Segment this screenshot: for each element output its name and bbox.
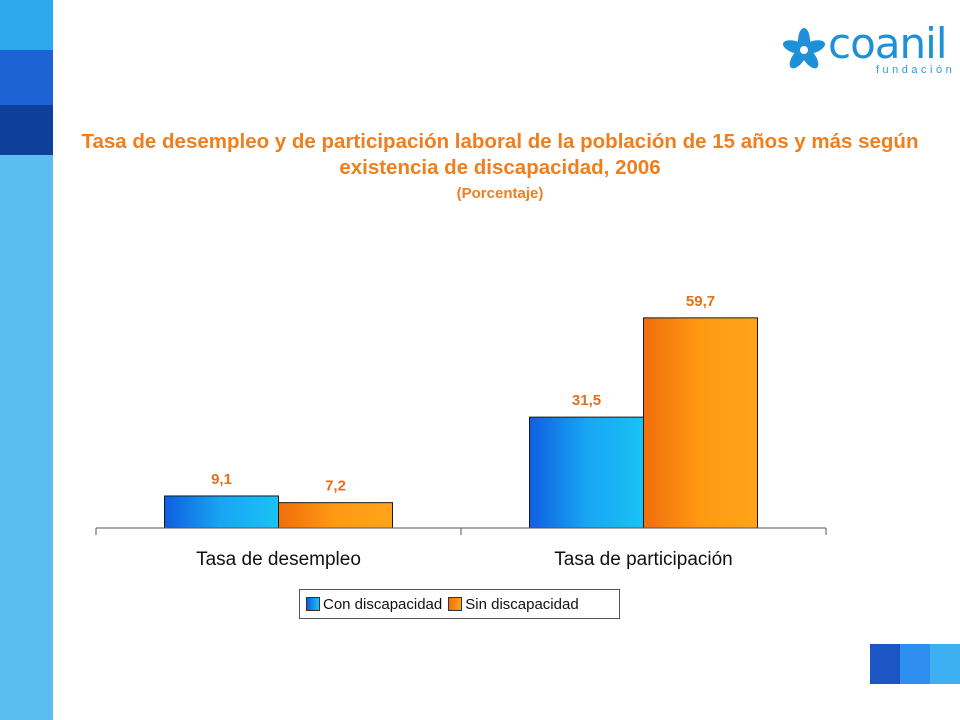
legend-label: Sin discapacidad xyxy=(465,595,579,613)
flower-logo-icon xyxy=(782,28,826,69)
logo-wordmark: coanil xyxy=(828,19,947,68)
bar xyxy=(278,502,393,529)
data-label: 9,1 xyxy=(211,471,232,488)
left-decor-block xyxy=(0,0,53,50)
corner-decor-square xyxy=(870,644,900,684)
category-label: Tasa de participación xyxy=(554,549,733,570)
bar xyxy=(529,416,644,529)
legend-item: Con discapacidad xyxy=(306,596,442,613)
corner-decor-square xyxy=(930,644,960,684)
chart-subtitle: (Porcentaje) xyxy=(456,185,544,202)
data-label: 7,2 xyxy=(325,478,346,495)
bar xyxy=(643,317,758,529)
bar xyxy=(164,495,279,529)
legend-swatch-blue xyxy=(306,597,320,611)
left-decor-block xyxy=(0,50,53,105)
left-decor-block xyxy=(0,105,53,155)
chart-legend: Con discapacidad Sin discapacidad xyxy=(299,589,620,619)
coanil-logo: coanil fundación xyxy=(780,18,952,78)
data-label: 59,7 xyxy=(686,293,715,310)
legend-item: Sin discapacidad xyxy=(448,595,579,613)
data-label: 31,5 xyxy=(572,392,601,409)
chart-title: Tasa de desempleo y de participación lab… xyxy=(81,130,919,179)
legend-label: Con discapacidad xyxy=(323,595,443,613)
logo-subtitle: fundación xyxy=(876,64,956,76)
corner-decor-square xyxy=(900,644,930,684)
legend-swatch-orange xyxy=(448,597,463,611)
category-label: Tasa de desempleo xyxy=(196,549,361,570)
